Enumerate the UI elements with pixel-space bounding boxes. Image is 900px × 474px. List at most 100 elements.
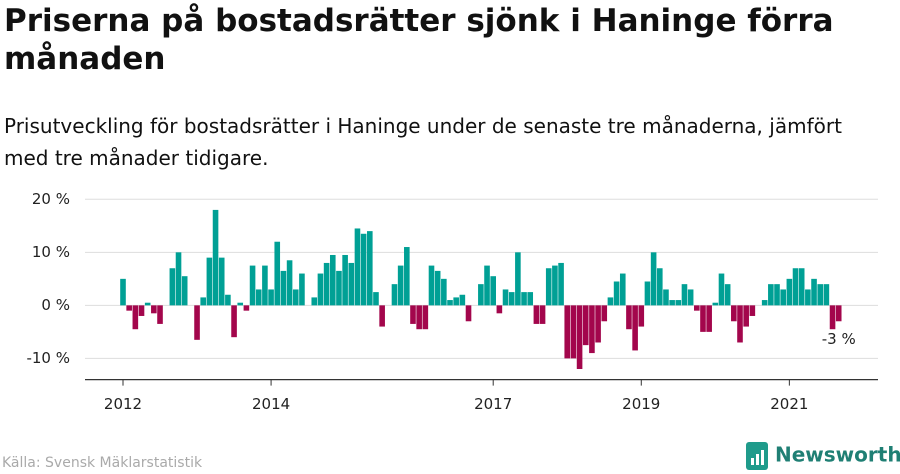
brand: Newsworthy — [775, 443, 900, 467]
y-tick-label: 20 % — [32, 190, 70, 208]
x-tick-label: 2021 — [770, 395, 808, 413]
bar — [200, 297, 207, 306]
bar — [373, 292, 379, 306]
bar — [225, 294, 231, 306]
bar — [619, 273, 626, 306]
bar — [175, 252, 182, 306]
bar — [157, 305, 163, 324]
bar — [391, 284, 398, 306]
bar — [453, 297, 459, 306]
bar — [656, 268, 663, 306]
y-tick-label: 0 % — [41, 296, 70, 314]
bar — [508, 292, 515, 306]
subtitle: Prisutveckling för bostadsrätter i Hanin… — [4, 114, 842, 170]
bar — [138, 305, 145, 316]
bar — [669, 300, 675, 306]
bar — [286, 260, 293, 306]
title: Priserna på bostadsrätter sjönk i Haning… — [4, 3, 834, 77]
bar — [774, 284, 780, 306]
bar — [792, 268, 799, 306]
bar — [237, 302, 244, 306]
bar — [644, 281, 651, 306]
bar — [743, 305, 749, 327]
bar — [718, 273, 725, 306]
bar — [607, 297, 614, 306]
bar — [169, 268, 176, 306]
bar — [416, 305, 422, 330]
bar — [601, 305, 608, 322]
bar — [829, 305, 836, 330]
bar — [817, 284, 824, 306]
bar — [484, 265, 490, 306]
bar — [712, 302, 719, 306]
bar — [299, 273, 305, 306]
bar — [515, 252, 521, 306]
source: Källa: Svensk Mäklarstatistik — [2, 455, 203, 471]
bar — [527, 292, 534, 306]
bar — [675, 300, 682, 306]
bar — [780, 289, 786, 306]
bar — [589, 305, 595, 354]
bar — [268, 289, 274, 306]
bar — [521, 292, 527, 306]
bar — [336, 270, 342, 306]
bar — [724, 284, 731, 306]
bar — [274, 241, 281, 306]
bar — [638, 305, 645, 327]
bar — [447, 300, 453, 306]
bar — [582, 305, 589, 346]
bar — [761, 300, 768, 306]
bar — [768, 284, 774, 306]
bar — [342, 254, 348, 306]
bar — [243, 305, 250, 311]
bar — [552, 265, 558, 306]
bar — [144, 302, 151, 306]
bar — [749, 305, 756, 316]
bar — [262, 265, 268, 306]
bar — [441, 278, 447, 306]
bar — [206, 257, 213, 306]
bar — [502, 289, 509, 306]
bar — [379, 305, 385, 327]
bar — [613, 281, 620, 306]
bar — [194, 305, 200, 340]
bar — [311, 297, 318, 306]
bar — [255, 289, 262, 306]
bar — [354, 228, 361, 306]
bar — [323, 262, 330, 306]
bar — [823, 284, 830, 306]
bar — [595, 305, 601, 343]
bar — [348, 262, 355, 306]
bar — [570, 305, 577, 359]
bar — [329, 254, 336, 306]
bar — [539, 305, 546, 324]
bar — [564, 305, 571, 359]
bar — [231, 305, 237, 338]
y-tick-label: -10 % — [26, 349, 70, 367]
bar — [496, 305, 503, 314]
bar — [126, 305, 132, 311]
bar — [249, 265, 256, 306]
bar — [478, 284, 484, 306]
bar — [798, 268, 805, 306]
bar — [811, 278, 817, 306]
bar — [428, 265, 435, 306]
bar — [533, 305, 540, 324]
x-tick-label: 2012 — [104, 395, 142, 413]
bar — [694, 305, 700, 311]
x-tick-label: 2017 — [474, 395, 512, 413]
bar — [650, 252, 657, 306]
bar — [410, 305, 416, 324]
bar — [151, 305, 157, 314]
bar — [120, 278, 126, 306]
bar — [360, 233, 367, 306]
x-tick-label: 2014 — [252, 395, 290, 413]
bar — [218, 257, 225, 306]
bar — [632, 305, 638, 351]
bar — [132, 305, 139, 330]
bar — [181, 276, 188, 306]
bar — [367, 231, 373, 306]
bar — [805, 289, 811, 306]
bar — [663, 289, 669, 306]
